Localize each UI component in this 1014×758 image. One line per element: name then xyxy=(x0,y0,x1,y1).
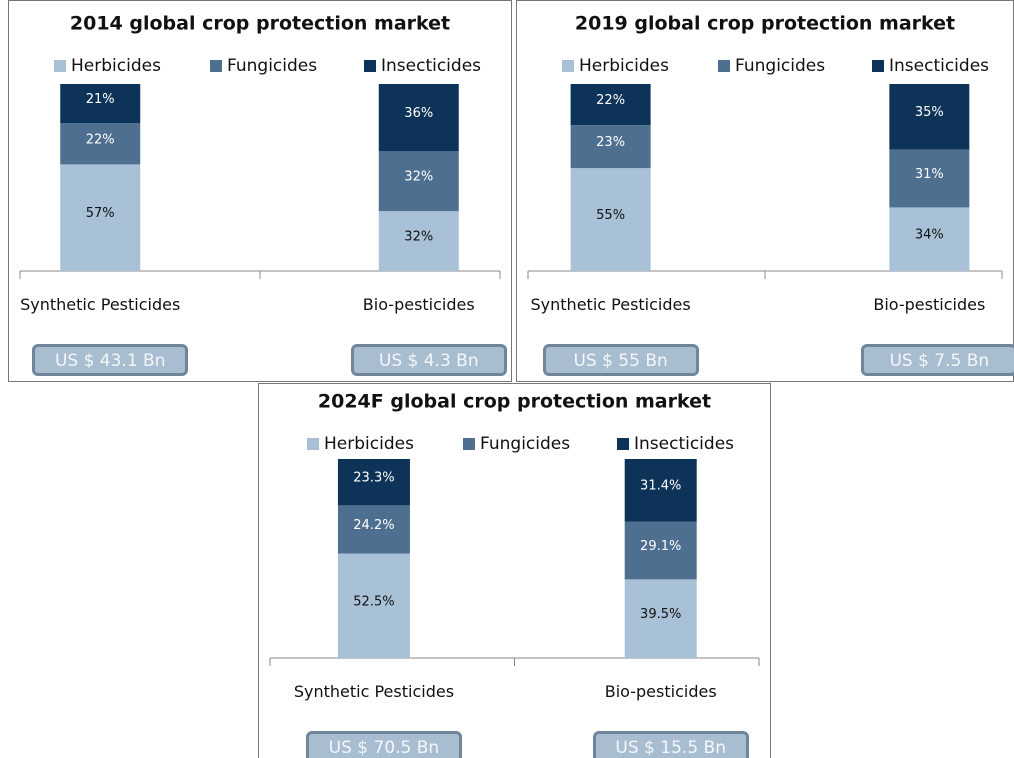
data-label: 32% xyxy=(404,170,433,185)
market-size: US $ 43.1 Bn xyxy=(32,344,189,376)
market-size-text: US $ 55 Bn xyxy=(542,344,699,376)
market-size-text: US $ 43.1 Bn xyxy=(32,344,189,376)
market-size-text: US $ 15.5 Bn xyxy=(592,731,749,758)
legend-label: Herbicides xyxy=(579,56,669,76)
legend-swatch xyxy=(718,60,730,72)
data-label: 31.4% xyxy=(640,479,681,494)
category-label: Bio-pesticides xyxy=(604,682,717,701)
bar-segment xyxy=(337,459,410,506)
category-label-text: Bio-pesticides xyxy=(604,682,717,701)
chart-title: 2024F global crop protection market xyxy=(318,391,711,413)
chart-panel: 2024F global crop protection market Herbi… xyxy=(258,383,771,758)
data-label: 23% xyxy=(596,135,625,150)
category-label: Synthetic Pesticides xyxy=(20,295,181,314)
legend-label: Fungicides xyxy=(735,56,825,76)
bar-segment xyxy=(889,84,970,150)
bar-segment xyxy=(624,521,697,580)
market-size: US $ 70.5 Bn xyxy=(305,731,462,758)
bar-segment xyxy=(60,164,141,271)
data-label: 52.5% xyxy=(353,594,394,609)
data-label: 34% xyxy=(915,228,944,243)
legend-label: Insecticides xyxy=(889,56,989,76)
bar-segment xyxy=(889,207,970,271)
legend-swatch xyxy=(307,438,319,450)
bar-segment xyxy=(378,151,459,212)
chart-panel: 2014 global crop protection market Herbic… xyxy=(8,0,512,382)
legend-label: Insecticides xyxy=(381,56,481,76)
bar-segment xyxy=(889,149,970,208)
category-label: Synthetic Pesticides xyxy=(293,682,455,701)
data-label: 36% xyxy=(404,106,433,121)
legend-label: Fungicides xyxy=(480,434,570,454)
legend-swatch xyxy=(364,60,376,72)
bar-segment xyxy=(570,125,651,169)
legend-label: Insecticides xyxy=(634,434,734,454)
legend-swatch xyxy=(463,438,475,450)
bar-segment xyxy=(60,123,141,165)
data-label: 29.1% xyxy=(640,539,681,554)
data-label: 23.3% xyxy=(353,471,394,486)
market-size: US $ 7.5 Bn xyxy=(861,344,1014,376)
market-size: US $ 4.3 Bn xyxy=(350,344,507,376)
legend-swatch xyxy=(617,438,629,450)
chart-panel: 2019 global crop protection market Herbic… xyxy=(516,0,1014,382)
panel-border xyxy=(8,0,512,382)
bar-segment xyxy=(378,211,459,271)
data-label: 57% xyxy=(86,206,115,221)
data-label: 31% xyxy=(915,167,944,182)
chart-title: 2019 global crop protection market xyxy=(575,13,955,35)
category-label-text: Synthetic Pesticides xyxy=(293,682,455,701)
data-label: 24.2% xyxy=(353,518,394,533)
data-label: 35% xyxy=(915,105,944,120)
chart-title: 2014 global crop protection market xyxy=(70,13,450,35)
category-label: Synthetic Pesticides xyxy=(530,295,691,314)
legend-swatch xyxy=(872,60,884,72)
panel-border xyxy=(258,383,771,758)
market-size-text: US $ 7.5 Bn xyxy=(861,344,1014,376)
category-label: Bio-pesticides xyxy=(362,295,475,314)
data-label: 22% xyxy=(596,93,625,108)
data-label: 32% xyxy=(404,230,433,245)
category-label: Bio-pesticides xyxy=(873,295,986,314)
category-label-text: Bio-pesticides xyxy=(873,295,986,314)
market-size-text: US $ 4.3 Bn xyxy=(350,344,507,376)
bar-segment xyxy=(378,84,459,152)
category-label-text: Synthetic Pesticides xyxy=(530,295,691,314)
legend-swatch xyxy=(54,60,66,72)
market-size-text: US $ 70.5 Bn xyxy=(305,731,462,758)
data-label: 55% xyxy=(596,208,625,223)
bar-segment xyxy=(570,84,651,126)
market-size: US $ 15.5 Bn xyxy=(592,731,749,758)
bar-segment xyxy=(570,168,651,271)
bar-segment xyxy=(624,459,697,522)
legend-label: Fungicides xyxy=(227,56,317,76)
legend-label: Herbicides xyxy=(324,434,414,454)
data-label: 22% xyxy=(86,132,115,147)
bar-segment xyxy=(337,553,410,658)
legend-swatch xyxy=(562,60,574,72)
bar-segment xyxy=(337,505,410,554)
legend-swatch xyxy=(210,60,222,72)
market-size: US $ 55 Bn xyxy=(542,344,699,376)
bar-segment xyxy=(624,579,697,658)
data-label: 39.5% xyxy=(640,607,681,622)
bar-segment xyxy=(60,84,141,124)
legend-label: Herbicides xyxy=(71,56,161,76)
data-label: 21% xyxy=(86,92,115,107)
category-label-text: Synthetic Pesticides xyxy=(20,295,181,314)
category-label-text: Bio-pesticides xyxy=(362,295,475,314)
